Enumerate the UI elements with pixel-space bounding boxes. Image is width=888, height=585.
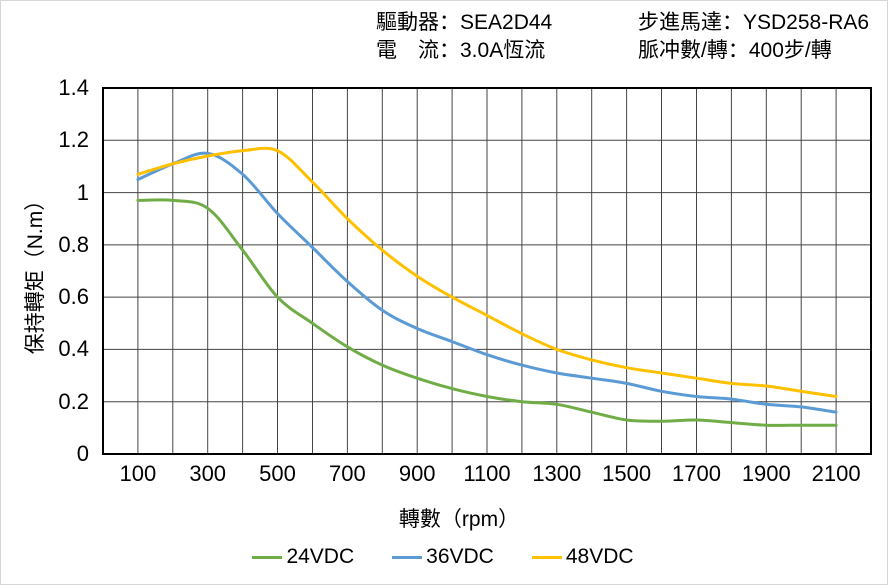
legend-swatch-24vdc [252,555,283,559]
spec-motor-line: 步進馬達：YSD258-RA6 [638,11,869,35]
legend-item-36vdc: 36VDC [392,545,494,569]
spec-pulse-label: 脈冲數/轉： [638,39,749,62]
y-tick-label: 1.2 [58,127,89,153]
x-tick-label: 1300 [532,461,582,486]
torque-speed-chart [102,87,872,455]
plot-area [102,87,872,455]
x-tick-label: 1700 [672,461,721,486]
x-tick-label: 900 [398,461,436,486]
y-tick-label: 0.4 [58,336,89,362]
spec-driver-value: SEA2D44 [460,11,553,34]
spec-current-value: 3.0A恆流 [460,39,546,62]
spec-driver-line: 驅動器：SEA2D44 [376,11,552,35]
y-tick-label: 0 [76,441,89,466]
series-line-24vdc [136,198,838,427]
chart-legend: 24VDC 36VDC 48VDC [103,545,783,569]
plot-border [102,87,872,455]
x-tick-label: 1500 [602,461,652,486]
x-tick-label: 2100 [811,461,861,486]
x-tick-label: 1100 [463,461,511,486]
x-axis-title: 轉數（rpm） [398,508,520,531]
spec-driver-label: 驅動器： [376,11,460,34]
spec-current-label: 電 流： [376,39,460,62]
x-tick-label: 700 [329,461,366,486]
x-tick-label: 1900 [741,461,791,486]
series-line-36vdc [136,151,838,414]
spec-pulse-value: 400步/轉 [748,39,832,62]
spec-current-line: 電 流：3.0A恆流 [376,39,545,63]
x-tick-label: 300 [189,461,227,486]
y-tick-label: 0.6 [58,284,89,310]
spec-pulse-line: 脈冲數/轉：400步/轉 [638,39,832,63]
legend-swatch-36vdc [392,555,423,559]
x-tick-label: 500 [259,461,296,486]
legend-label-36vdc: 36VDC [426,545,494,568]
spec-motor-label: 步進馬達： [638,11,743,34]
y-tick-label: 1 [76,179,89,205]
spec-motor-value: YSD258-RA6 [743,11,870,34]
legend-swatch-48vdc [531,555,562,559]
y-axis-ticks: 0 0.2 0.4 0.6 0.8 1 1.2 1.4 [1,76,91,466]
x-axis-ticks: 100 300 500 700 900 1100 1300 1500 1700 1900 2100 [103,462,871,488]
y-tick-label: 0.2 [58,388,89,414]
legend-item-24vdc: 24VDC [252,545,354,569]
series-line-48vdc [136,146,838,398]
y-tick-label: 1.4 [58,75,89,100]
y-tick-label: 0.8 [58,231,89,257]
x-tick-label: 100 [119,461,157,486]
legend-label-24vdc: 24VDC [286,545,355,568]
legend-item-48vdc: 48VDC [531,545,634,569]
legend-label-48vdc: 48VDC [565,545,634,568]
